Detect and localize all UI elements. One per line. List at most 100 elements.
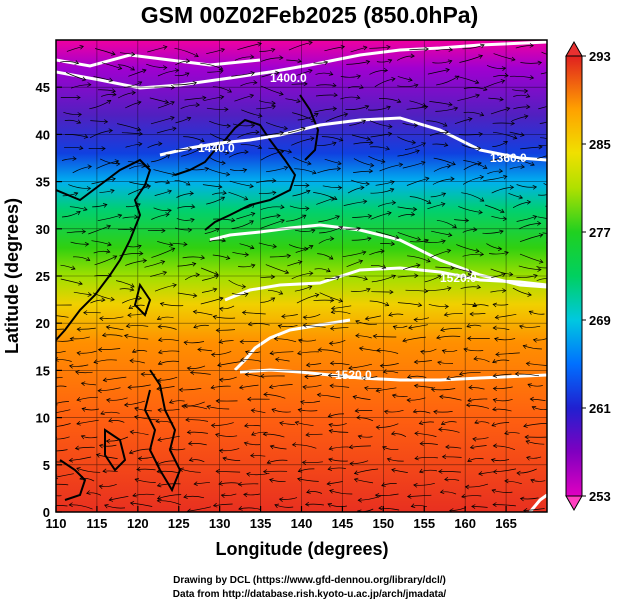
streamline-arrowhead bbox=[482, 164, 488, 169]
streamline-arrowhead bbox=[218, 481, 223, 486]
streamline bbox=[318, 238, 334, 244]
streamline bbox=[69, 364, 89, 367]
streamline bbox=[313, 61, 328, 64]
streamline bbox=[132, 349, 148, 353]
streamline-arrowhead bbox=[137, 81, 143, 86]
streamline bbox=[433, 165, 451, 172]
streamline bbox=[248, 323, 270, 326]
streamline-arrowhead bbox=[68, 457, 74, 463]
streamline-arrowhead bbox=[356, 226, 361, 232]
streamline bbox=[64, 119, 81, 124]
streamline bbox=[393, 325, 408, 328]
streamline-arrowhead bbox=[244, 149, 249, 155]
streamline-arrowhead bbox=[437, 360, 442, 366]
streamline-arrowhead bbox=[520, 132, 525, 137]
streamline-arrowhead bbox=[518, 324, 524, 330]
streamline bbox=[371, 264, 386, 269]
streamline bbox=[92, 292, 115, 301]
streamline-arrowhead bbox=[163, 45, 168, 50]
x-tick-label: 165 bbox=[495, 516, 517, 531]
streamline bbox=[96, 454, 118, 459]
streamline-arrowhead bbox=[358, 346, 364, 351]
streamline bbox=[89, 100, 111, 110]
streamline bbox=[461, 192, 484, 202]
streamline-arrowhead bbox=[258, 113, 263, 118]
streamline-arrowhead bbox=[307, 160, 312, 166]
streamline-arrowhead bbox=[104, 503, 109, 509]
streamline-arrowhead bbox=[474, 419, 479, 425]
streamline bbox=[219, 448, 240, 452]
streamline bbox=[250, 455, 266, 457]
y-axis: 0 5 10 15 20 25 30 35 40 45 bbox=[36, 80, 62, 520]
streamline-arrowhead bbox=[272, 178, 277, 183]
streamline-arrowhead bbox=[136, 466, 141, 472]
streamline bbox=[397, 136, 416, 144]
streamline-arrowhead bbox=[274, 503, 279, 509]
streamline bbox=[211, 385, 231, 389]
streamline-arrowhead bbox=[156, 498, 161, 503]
streamline bbox=[519, 325, 541, 328]
streamline-arrowhead bbox=[77, 112, 82, 117]
streamline bbox=[106, 326, 124, 331]
streamline-arrowhead bbox=[329, 297, 335, 303]
streamline bbox=[407, 375, 427, 378]
streamline bbox=[379, 163, 403, 172]
streamline-arrowhead bbox=[105, 325, 111, 330]
streamline bbox=[540, 72, 547, 75]
streamline-arrowhead bbox=[157, 437, 162, 442]
streamline-arrowhead bbox=[83, 310, 88, 316]
streamline bbox=[200, 267, 219, 276]
streamline-arrowhead bbox=[467, 269, 473, 274]
x-tick-label: 135 bbox=[250, 516, 272, 531]
streamline-arrowhead bbox=[165, 212, 170, 217]
streamline-arrowhead bbox=[79, 475, 84, 481]
streamline-arrowhead bbox=[441, 239, 446, 244]
streamline bbox=[397, 150, 420, 157]
streamline-arrowhead bbox=[308, 40, 313, 46]
streamline bbox=[151, 213, 170, 220]
streamline-arrowhead bbox=[106, 224, 112, 230]
streamline bbox=[119, 253, 143, 257]
streamline-arrowhead bbox=[212, 314, 218, 320]
streamline bbox=[169, 448, 186, 451]
streamline bbox=[175, 117, 191, 124]
streamline-arrowhead bbox=[106, 397, 111, 403]
streamline-arrowhead bbox=[138, 131, 143, 137]
streamline-arrowhead bbox=[220, 47, 226, 53]
streamline bbox=[527, 383, 543, 387]
streamline bbox=[435, 49, 453, 52]
streamline-arrowhead bbox=[365, 59, 371, 65]
streamline-arrowhead bbox=[163, 65, 168, 71]
streamline bbox=[465, 483, 489, 488]
streamline-arrowhead bbox=[424, 46, 429, 52]
streamline-arrowhead bbox=[421, 142, 426, 147]
streamline bbox=[66, 72, 86, 81]
streamline-arrowhead bbox=[132, 492, 137, 498]
streamline bbox=[330, 326, 349, 330]
streamline-arrowhead bbox=[301, 127, 306, 132]
streamline-arrowhead bbox=[375, 388, 381, 393]
streamline-arrowhead bbox=[475, 93, 480, 99]
streamline bbox=[402, 264, 421, 271]
streamline-arrowhead bbox=[416, 236, 422, 242]
streamline bbox=[405, 289, 428, 292]
streamline bbox=[329, 446, 349, 450]
streamline bbox=[201, 288, 217, 293]
streamline-arrowhead bbox=[394, 235, 400, 240]
colorbar-fill bbox=[565, 55, 583, 497]
streamline bbox=[330, 385, 350, 388]
streamline bbox=[435, 266, 455, 269]
streamline-arrowhead bbox=[353, 477, 359, 483]
streamline-arrowhead bbox=[362, 45, 368, 51]
streamline-arrowhead bbox=[561, 205, 565, 209]
streamline-arrowhead bbox=[474, 79, 480, 85]
streamline-arrowhead bbox=[361, 119, 366, 124]
streamline-arrowhead bbox=[415, 149, 420, 154]
streamline-arrowhead bbox=[270, 274, 276, 280]
streamline bbox=[96, 160, 119, 169]
streamline bbox=[260, 57, 283, 62]
streamline-arrowhead bbox=[220, 196, 226, 201]
streamline bbox=[286, 214, 307, 222]
streamline bbox=[473, 358, 490, 363]
